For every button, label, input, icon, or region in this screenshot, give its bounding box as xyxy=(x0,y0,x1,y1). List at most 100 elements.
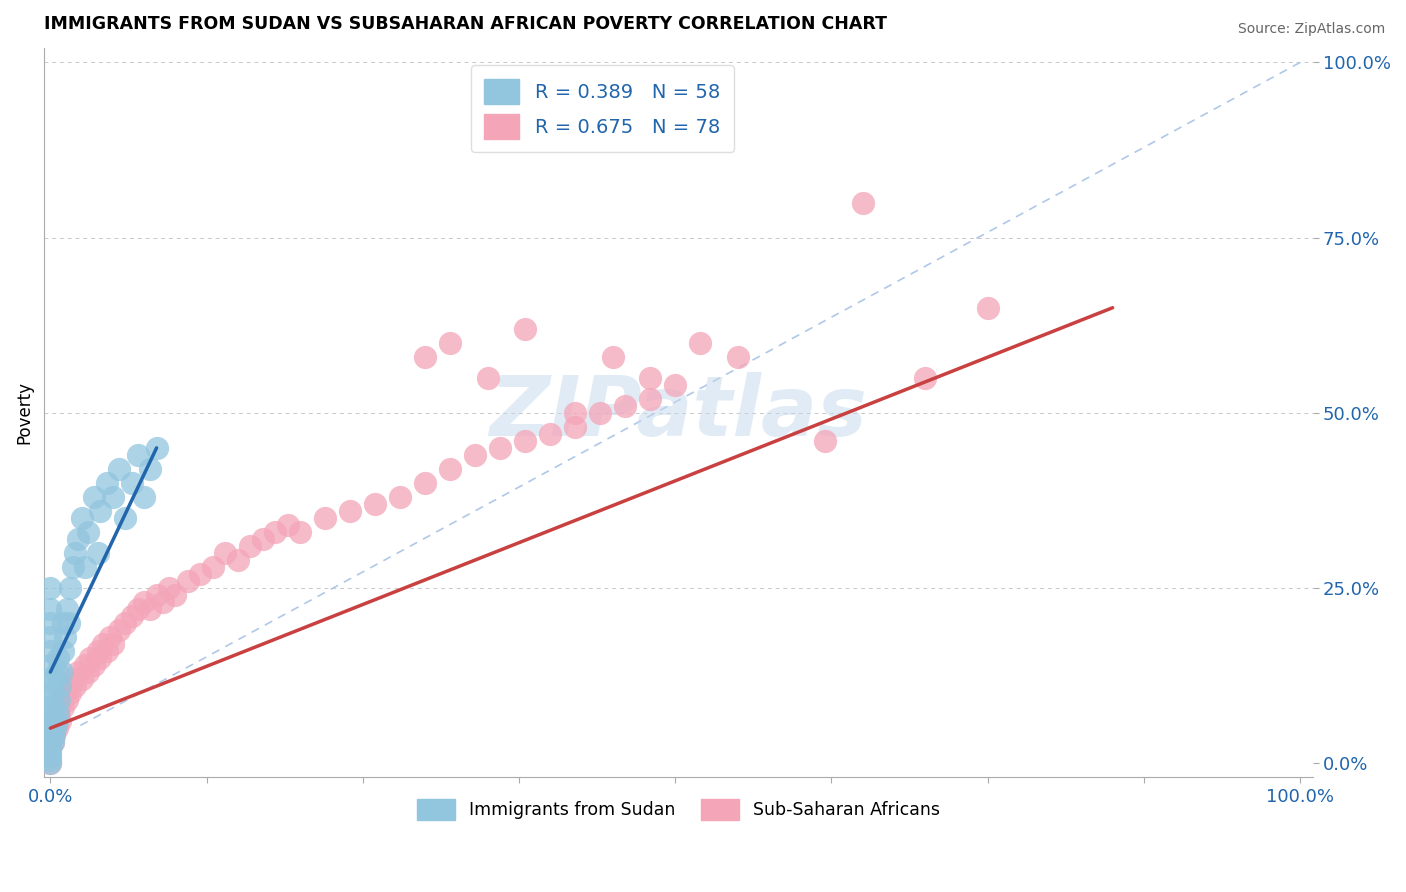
Point xyxy=(413,350,436,364)
Point xyxy=(439,335,461,350)
Point xyxy=(101,490,124,504)
Point xyxy=(62,672,84,686)
Point xyxy=(96,644,118,658)
Point xyxy=(58,615,80,630)
Point xyxy=(664,377,686,392)
Point xyxy=(515,434,537,448)
Point xyxy=(42,700,65,714)
Point xyxy=(39,756,62,771)
Point xyxy=(59,581,82,595)
Point xyxy=(139,602,162,616)
Point xyxy=(177,574,200,588)
Point xyxy=(39,721,62,735)
Point xyxy=(62,560,84,574)
Point xyxy=(51,693,73,707)
Point xyxy=(727,350,749,364)
Point xyxy=(252,532,274,546)
Point xyxy=(214,546,236,560)
Point xyxy=(42,728,65,742)
Point xyxy=(157,581,180,595)
Point xyxy=(145,588,167,602)
Point xyxy=(264,524,287,539)
Point xyxy=(614,399,637,413)
Point xyxy=(98,630,121,644)
Point xyxy=(277,518,299,533)
Point xyxy=(46,707,69,722)
Point xyxy=(70,511,93,525)
Point xyxy=(132,595,155,609)
Point xyxy=(42,728,65,742)
Point xyxy=(39,602,62,616)
Y-axis label: Poverty: Poverty xyxy=(15,381,32,444)
Point xyxy=(49,714,72,728)
Point xyxy=(66,532,89,546)
Point xyxy=(39,686,62,700)
Point xyxy=(48,693,70,707)
Text: IMMIGRANTS FROM SUDAN VS SUBSAHARAN AFRICAN POVERTY CORRELATION CHART: IMMIGRANTS FROM SUDAN VS SUBSAHARAN AFRI… xyxy=(44,15,887,33)
Point xyxy=(42,714,65,728)
Point xyxy=(127,602,149,616)
Point xyxy=(39,672,62,686)
Point xyxy=(39,615,62,630)
Point xyxy=(44,714,66,728)
Point xyxy=(44,672,66,686)
Point xyxy=(83,658,105,673)
Point xyxy=(101,637,124,651)
Point xyxy=(489,441,512,455)
Point xyxy=(70,672,93,686)
Point xyxy=(226,553,249,567)
Point xyxy=(55,693,77,707)
Point xyxy=(314,511,336,525)
Point xyxy=(44,721,66,735)
Point xyxy=(976,301,998,315)
Point xyxy=(39,714,62,728)
Point xyxy=(689,335,711,350)
Point xyxy=(114,615,136,630)
Point xyxy=(165,588,187,602)
Point xyxy=(75,560,97,574)
Point xyxy=(79,651,101,665)
Point xyxy=(413,475,436,490)
Point xyxy=(87,644,110,658)
Point xyxy=(145,441,167,455)
Point xyxy=(638,392,661,406)
Point xyxy=(52,644,75,658)
Point xyxy=(42,735,65,749)
Point xyxy=(45,714,67,728)
Point xyxy=(76,524,98,539)
Point xyxy=(914,371,936,385)
Point xyxy=(852,195,875,210)
Point xyxy=(48,700,70,714)
Point xyxy=(290,524,312,539)
Point xyxy=(364,497,387,511)
Point xyxy=(39,630,62,644)
Point xyxy=(515,322,537,336)
Point xyxy=(638,371,661,385)
Point xyxy=(39,739,62,753)
Point xyxy=(39,756,62,771)
Point xyxy=(814,434,837,448)
Point xyxy=(46,651,69,665)
Point xyxy=(121,609,143,624)
Point xyxy=(39,581,62,595)
Point xyxy=(45,665,67,679)
Point xyxy=(188,566,211,581)
Point xyxy=(139,462,162,476)
Point xyxy=(65,546,87,560)
Point xyxy=(477,371,499,385)
Point xyxy=(83,490,105,504)
Point xyxy=(564,420,586,434)
Point xyxy=(121,475,143,490)
Point xyxy=(538,426,561,441)
Point xyxy=(52,700,75,714)
Point xyxy=(339,504,361,518)
Point xyxy=(39,742,62,756)
Point xyxy=(53,630,76,644)
Point xyxy=(46,707,69,722)
Point xyxy=(42,686,65,700)
Point xyxy=(389,490,412,504)
Point xyxy=(132,490,155,504)
Point xyxy=(39,644,62,658)
Point xyxy=(127,448,149,462)
Point xyxy=(108,623,131,637)
